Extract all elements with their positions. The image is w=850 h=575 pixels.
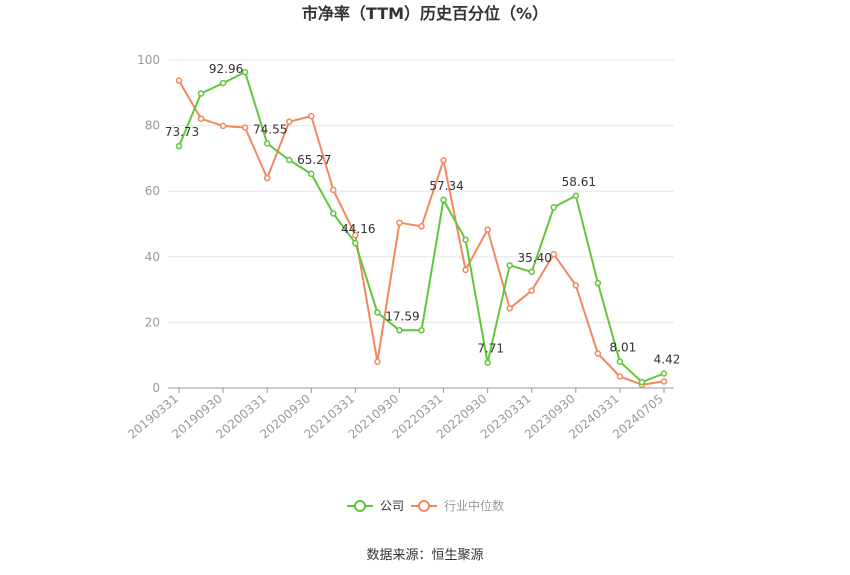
y-tick-label: 40	[145, 250, 160, 264]
data-point-company[interactable]	[219, 79, 227, 87]
data-point-industry-median[interactable]	[241, 124, 249, 131]
data-point-company[interactable]	[550, 204, 558, 211]
data-point-company[interactable]	[308, 170, 315, 178]
series-line-industry-median	[178, 80, 665, 386]
data-point-industry-median[interactable]	[462, 266, 469, 274]
data-point-industry-median[interactable]	[396, 219, 403, 226]
y-tick-label: 80	[145, 119, 160, 133]
data-point-company[interactable]	[638, 378, 646, 386]
data-label-company: 58.61	[562, 175, 596, 189]
data-point-industry-median[interactable]	[352, 231, 359, 239]
chart-title: 市净率（TTM）历史百分位（%）	[302, 4, 548, 23]
y-tick-label: 20	[145, 315, 160, 329]
data-point-industry-median[interactable]	[263, 174, 271, 182]
series-layer	[175, 68, 668, 388]
data-point-industry-median[interactable]	[308, 112, 315, 120]
data-point-company[interactable]	[263, 140, 271, 147]
data-point-company[interactable]	[352, 239, 359, 247]
data-label-company: 17.59	[385, 309, 419, 323]
data-point-industry-median[interactable]	[484, 226, 491, 233]
data-point-company[interactable]	[418, 327, 425, 334]
data-point-company[interactable]	[616, 358, 624, 365]
y-tick-label: 100	[137, 53, 160, 67]
data-point-industry-median[interactable]	[572, 282, 580, 289]
data-point-company[interactable]	[285, 156, 293, 164]
legend-marker-company	[354, 500, 366, 512]
axis-layer: 0204060801002019033120190930202003312020…	[125, 53, 674, 442]
y-tick-label: 0	[152, 381, 160, 395]
data-point-company[interactable]	[241, 68, 249, 76]
data-point-industry-median[interactable]	[594, 350, 602, 357]
data-point-industry-median[interactable]	[285, 118, 293, 125]
data-point-industry-median[interactable]	[197, 115, 205, 122]
data-point-company[interactable]	[506, 262, 513, 269]
data-point-company[interactable]	[374, 309, 381, 316]
data-label-company: 92.96	[209, 62, 243, 76]
data-point-industry-median[interactable]	[660, 378, 668, 385]
data-label-company: 73.73	[165, 125, 199, 139]
data-point-industry-median[interactable]	[330, 186, 337, 194]
data-point-company[interactable]	[528, 268, 535, 276]
data-point-industry-median[interactable]	[550, 250, 558, 258]
data-label-company: 7.71	[477, 342, 504, 356]
legend-label-industry-median: 行业中位数	[444, 498, 504, 513]
legend-item-industry-median[interactable]: 行业中位数	[411, 498, 504, 513]
data-label-company: 35.40	[518, 251, 552, 265]
legend-marker-industry-median	[418, 500, 430, 512]
data-point-company[interactable]	[440, 196, 447, 204]
legend-label-company: 公司	[380, 499, 404, 513]
y-tick-label: 60	[145, 184, 160, 198]
data-point-industry-median[interactable]	[506, 305, 513, 312]
data-point-company[interactable]	[462, 236, 469, 243]
data-label-company: 57.34	[429, 179, 463, 193]
data-point-industry-median[interactable]	[175, 77, 183, 84]
data-point-company[interactable]	[330, 210, 337, 217]
data-label-company: 8.01	[610, 341, 637, 355]
data-point-company[interactable]	[175, 142, 183, 150]
grid-layer	[168, 59, 674, 323]
data-point-industry-median[interactable]	[418, 223, 425, 230]
data-point-industry-median[interactable]	[616, 373, 624, 380]
data-point-industry-median[interactable]	[528, 287, 535, 294]
data-label-company: 4.42	[654, 353, 681, 367]
data-point-company[interactable]	[594, 279, 602, 287]
data-point-company[interactable]	[484, 359, 491, 366]
legend: 公司 行业中位数	[347, 498, 504, 513]
data-point-company[interactable]	[572, 192, 580, 200]
data-label-company: 44.16	[341, 222, 375, 236]
data-point-company[interactable]	[660, 370, 668, 377]
data-label-company: 65.27	[297, 153, 331, 167]
data-point-industry-median[interactable]	[374, 358, 381, 366]
data-label-company: 74.55	[253, 122, 287, 136]
data-point-company[interactable]	[197, 90, 205, 97]
data-point-industry-median[interactable]	[219, 122, 227, 130]
label-layer: 73.73 92.96 74.55 65.27 44.16 17.59 57.34 7.71 3…	[165, 62, 681, 366]
legend-item-company[interactable]: 公司	[347, 499, 404, 513]
data-point-company[interactable]	[396, 327, 403, 334]
data-point-industry-median[interactable]	[440, 157, 447, 164]
data-source: 数据来源：恒生聚源	[366, 548, 483, 563]
